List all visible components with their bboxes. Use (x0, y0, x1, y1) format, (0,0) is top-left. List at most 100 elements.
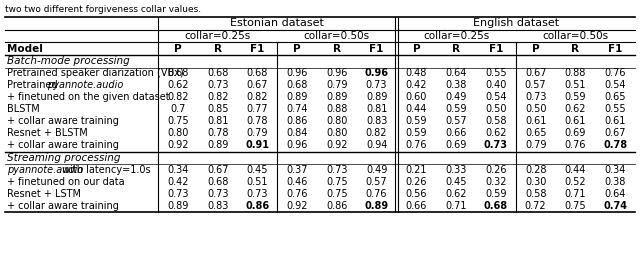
Text: collar=0.50s: collar=0.50s (542, 31, 609, 41)
Text: 0.77: 0.77 (246, 104, 268, 115)
Text: 0.26: 0.26 (406, 177, 427, 187)
Text: F1: F1 (250, 43, 264, 53)
Text: 0.62: 0.62 (564, 104, 586, 115)
Text: 0.82: 0.82 (246, 92, 268, 102)
Text: 0.75: 0.75 (326, 177, 348, 187)
Text: 0.34: 0.34 (167, 165, 189, 175)
Text: 0.37: 0.37 (286, 165, 308, 175)
Text: 0.89: 0.89 (326, 92, 348, 102)
Text: 0.45: 0.45 (445, 177, 467, 187)
Text: 0.59: 0.59 (445, 104, 467, 115)
Text: 0.57: 0.57 (525, 81, 547, 90)
Text: 0.28: 0.28 (525, 165, 547, 175)
Text: R: R (214, 43, 221, 53)
Text: 0.33: 0.33 (445, 165, 467, 175)
Text: 0.57: 0.57 (366, 177, 387, 187)
Text: pyannote.audio: pyannote.audio (47, 81, 124, 90)
Text: 0.40: 0.40 (485, 81, 507, 90)
Text: 0.79: 0.79 (246, 129, 268, 139)
Text: 0.62: 0.62 (167, 81, 189, 90)
Text: 0.49: 0.49 (445, 92, 467, 102)
Text: 0.45: 0.45 (246, 165, 268, 175)
Text: 0.68: 0.68 (207, 177, 228, 187)
Text: Estonian dataset: Estonian dataset (230, 18, 324, 29)
Text: 0.64: 0.64 (445, 69, 467, 78)
Text: 0.52: 0.52 (564, 177, 586, 187)
Text: 0.73: 0.73 (366, 81, 387, 90)
Text: 0.76: 0.76 (406, 141, 427, 151)
Text: 0.68: 0.68 (484, 201, 508, 211)
Text: 0.32: 0.32 (485, 177, 507, 187)
Text: 0.57: 0.57 (445, 116, 467, 127)
Text: BLSTM: BLSTM (7, 104, 40, 115)
Text: P: P (293, 43, 301, 53)
Text: two two different forgiveness collar values.: two two different forgiveness collar val… (5, 5, 201, 14)
Text: English dataset: English dataset (473, 18, 559, 29)
Text: Model: Model (7, 43, 43, 53)
Text: 0.92: 0.92 (167, 141, 189, 151)
Text: 0.89: 0.89 (207, 141, 228, 151)
Text: 0.85: 0.85 (207, 104, 228, 115)
Text: 0.59: 0.59 (564, 92, 586, 102)
Text: 0.73: 0.73 (207, 189, 228, 199)
Text: 0.72: 0.72 (525, 201, 547, 211)
Text: Resnet + LSTM: Resnet + LSTM (7, 189, 81, 199)
Text: 0.55: 0.55 (485, 69, 507, 78)
Text: 0.89: 0.89 (365, 201, 388, 211)
Text: 0.88: 0.88 (326, 104, 348, 115)
Text: 0.89: 0.89 (287, 92, 308, 102)
Text: P: P (413, 43, 420, 53)
Text: 0.50: 0.50 (485, 104, 507, 115)
Text: 0.92: 0.92 (326, 141, 348, 151)
Text: 0.75: 0.75 (167, 116, 189, 127)
Text: Batch-mode processing: Batch-mode processing (7, 56, 130, 66)
Text: 0.76: 0.76 (564, 141, 586, 151)
Text: 0.66: 0.66 (406, 201, 427, 211)
Text: 0.73: 0.73 (484, 141, 508, 151)
Text: 0.88: 0.88 (564, 69, 586, 78)
Text: 0.21: 0.21 (406, 165, 427, 175)
Text: 0.67: 0.67 (207, 165, 228, 175)
Text: 0.38: 0.38 (604, 177, 626, 187)
Text: R: R (572, 43, 579, 53)
Text: 0.71: 0.71 (564, 189, 586, 199)
Text: 0.64: 0.64 (604, 189, 626, 199)
Text: 0.49: 0.49 (366, 165, 387, 175)
Text: 0.86: 0.86 (245, 201, 269, 211)
Text: 0.30: 0.30 (525, 177, 547, 187)
Text: 0.56: 0.56 (406, 189, 427, 199)
Text: F1: F1 (489, 43, 503, 53)
Text: 0.79: 0.79 (326, 81, 348, 90)
Text: 0.78: 0.78 (207, 129, 228, 139)
Text: 0.76: 0.76 (366, 189, 387, 199)
Text: 0.66: 0.66 (445, 129, 467, 139)
Text: collar=0.50s: collar=0.50s (304, 31, 370, 41)
Text: 0.78: 0.78 (603, 141, 627, 151)
Text: 0.78: 0.78 (246, 116, 268, 127)
Text: pyannote.audio: pyannote.audio (7, 165, 83, 175)
Text: F1: F1 (608, 43, 622, 53)
Text: 0.83: 0.83 (366, 116, 387, 127)
Text: R: R (452, 43, 460, 53)
Text: 0.62: 0.62 (445, 189, 467, 199)
Text: Pretrained: Pretrained (7, 81, 61, 90)
Text: 0.54: 0.54 (485, 92, 507, 102)
Text: 0.80: 0.80 (326, 116, 348, 127)
Text: 0.50: 0.50 (525, 104, 547, 115)
Text: 0.59: 0.59 (485, 189, 507, 199)
Text: 0.46: 0.46 (287, 177, 308, 187)
Text: 0.68: 0.68 (287, 81, 308, 90)
Text: + finetuned on our data: + finetuned on our data (7, 177, 125, 187)
Text: 0.96: 0.96 (326, 69, 348, 78)
Text: 0.74: 0.74 (603, 201, 627, 211)
Text: 0.61: 0.61 (525, 116, 547, 127)
Text: 0.69: 0.69 (445, 141, 467, 151)
Text: 0.38: 0.38 (445, 81, 467, 90)
Text: 0.80: 0.80 (167, 129, 189, 139)
Text: with latency=1.0s: with latency=1.0s (59, 165, 150, 175)
Text: 0.86: 0.86 (326, 201, 348, 211)
Text: 0.55: 0.55 (604, 104, 626, 115)
Text: collar=0.25s: collar=0.25s (423, 31, 489, 41)
Text: 0.76: 0.76 (286, 189, 308, 199)
Text: 0.79: 0.79 (525, 141, 547, 151)
